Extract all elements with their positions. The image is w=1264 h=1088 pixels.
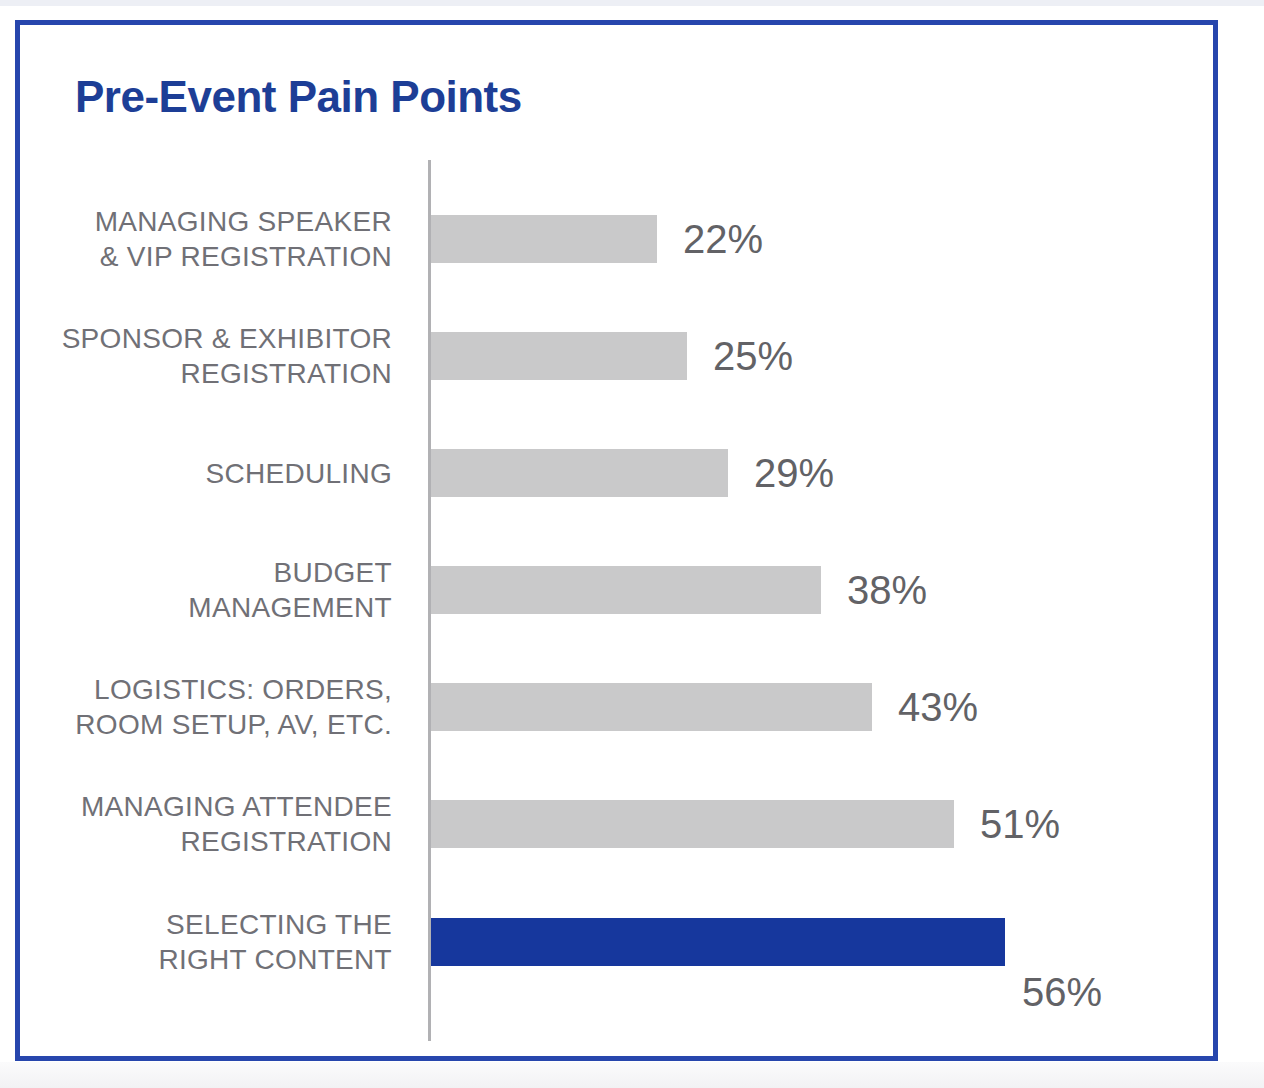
- category-label-line: REGISTRATION: [60, 356, 392, 391]
- category-label-line: MANAGING SPEAKER: [60, 204, 392, 239]
- bar: [431, 800, 954, 848]
- top-strip: [0, 0, 1264, 6]
- bar: [431, 449, 728, 497]
- category-label: SELECTING THE RIGHT CONTENT: [60, 907, 392, 977]
- bar-row: BUDGET MANAGEMENT 38%: [0, 531, 1264, 649]
- bar-row: LOGISTICS: ORDERS, ROOM SETUP, AV, ETC. …: [0, 648, 1264, 766]
- category-label: MANAGING SPEAKER & VIP REGISTRATION: [60, 204, 392, 274]
- bar: [431, 566, 821, 614]
- category-label-line: RIGHT CONTENT: [60, 942, 392, 977]
- bar: [431, 918, 1005, 966]
- category-label-line: REGISTRATION: [60, 824, 392, 859]
- category-label-line: & VIP REGISTRATION: [60, 239, 392, 274]
- category-label-line: ROOM SETUP, AV, ETC.: [60, 707, 392, 742]
- category-label-line: LOGISTICS: ORDERS,: [60, 672, 392, 707]
- value-label: 29%: [754, 451, 834, 496]
- category-label: LOGISTICS: ORDERS, ROOM SETUP, AV, ETC.: [60, 672, 392, 742]
- value-label: 43%: [898, 685, 978, 730]
- bar-row: SCHEDULING 29%: [0, 414, 1264, 532]
- category-label: SCHEDULING: [60, 456, 392, 491]
- bar-row-highlighted: SELECTING THE RIGHT CONTENT 56%: [0, 883, 1264, 1001]
- bar-row: MANAGING ATTENDEE REGISTRATION 51%: [0, 765, 1264, 883]
- value-label: 38%: [847, 568, 927, 613]
- category-label-line: MANAGING ATTENDEE: [60, 789, 392, 824]
- category-label-line: SCHEDULING: [60, 456, 392, 491]
- value-label: 56%: [1022, 970, 1102, 1015]
- category-label-line: SELECTING THE: [60, 907, 392, 942]
- chart-canvas: Pre-Event Pain Points MANAGING SPEAKER &…: [0, 0, 1264, 1088]
- bar-row: SPONSOR & EXHIBITOR REGISTRATION 25%: [0, 297, 1264, 415]
- bar: [431, 215, 657, 263]
- value-label: 25%: [713, 334, 793, 379]
- bar: [431, 332, 687, 380]
- category-label-line: SPONSOR & EXHIBITOR: [60, 321, 392, 356]
- category-label: SPONSOR & EXHIBITOR REGISTRATION: [60, 321, 392, 391]
- value-label: 51%: [980, 802, 1060, 847]
- category-label: MANAGING ATTENDEE REGISTRATION: [60, 789, 392, 859]
- category-label: BUDGET MANAGEMENT: [60, 555, 392, 625]
- bar: [431, 683, 872, 731]
- chart-title: Pre-Event Pain Points: [75, 72, 522, 122]
- bottom-strip: [0, 1062, 1264, 1088]
- category-label-line: MANAGEMENT: [60, 590, 392, 625]
- bar-row: MANAGING SPEAKER & VIP REGISTRATION 22%: [0, 180, 1264, 298]
- category-label-line: BUDGET: [60, 555, 392, 590]
- value-label: 22%: [683, 217, 763, 262]
